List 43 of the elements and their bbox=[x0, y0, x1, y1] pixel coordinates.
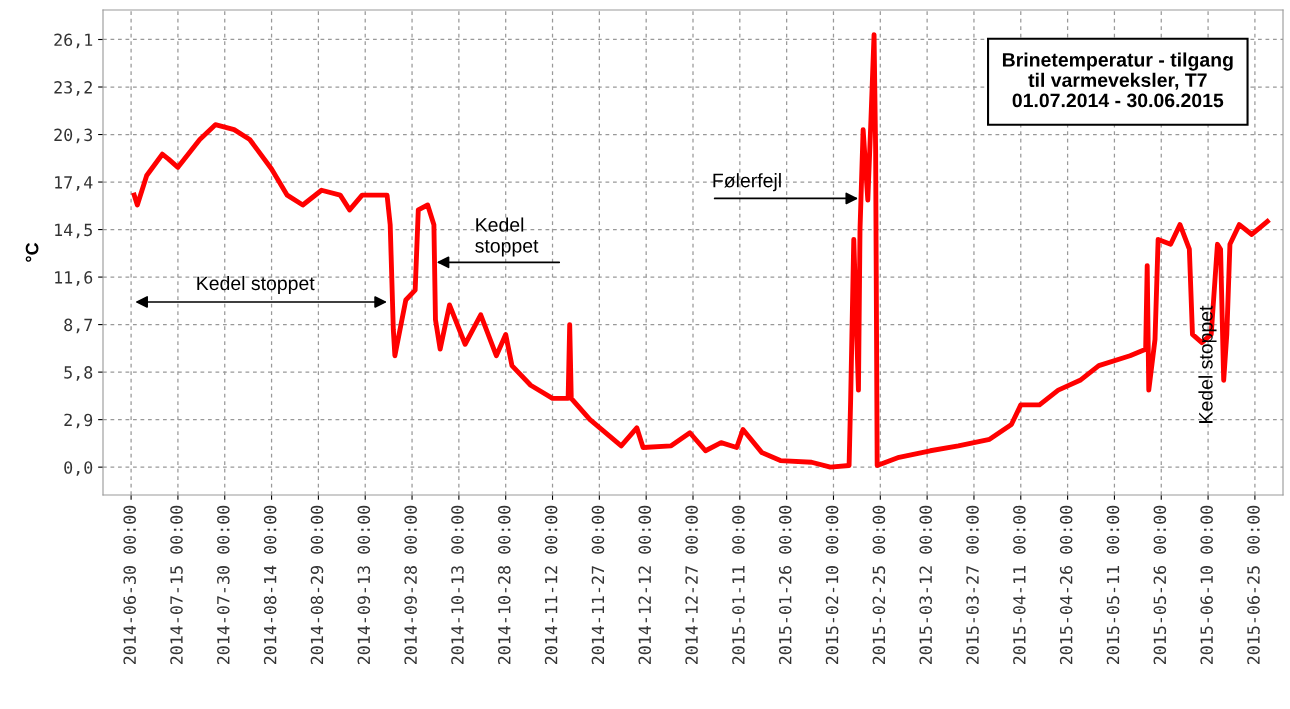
x-tick-label: 2015-04-11 00:00 bbox=[1013, 505, 1026, 665]
x-tick-label: 2014-12-12 00:00 bbox=[638, 505, 652, 665]
x-tick-label: 2014-10-13 00:00 bbox=[451, 505, 464, 665]
y-tick-label: 5,8 bbox=[64, 366, 93, 381]
y-tick-label: 26,1 bbox=[54, 33, 93, 49]
y-tick-label: 2,9 bbox=[64, 413, 93, 429]
x-tick-label: 2014-11-12 00:00 bbox=[544, 505, 558, 665]
text: 01.07.2014 - 30.06.2015 bbox=[1012, 93, 1224, 108]
x-tick-label: 2015-01-26 00:00 bbox=[778, 505, 792, 665]
y-axis-title: °C bbox=[25, 242, 39, 262]
x-tick-label: 2014-07-30 00:00 bbox=[217, 505, 230, 665]
x-tick-label: 2014-06-30 00:00 bbox=[123, 505, 136, 665]
annotation: Kedel stoppet bbox=[1198, 305, 1217, 423]
x-tick-label: 2014-10-28 00:00 bbox=[497, 505, 511, 665]
annotation: Følerfejl bbox=[713, 173, 781, 192]
y-tick-label: 11,6 bbox=[55, 271, 93, 286]
y-tick-label: 8,7 bbox=[64, 318, 93, 334]
x-tick-label: 2015-03-27 00:00 bbox=[966, 505, 979, 665]
y-tick-label: 17,4 bbox=[55, 176, 93, 191]
x-tick-label: 2014-09-13 00:00 bbox=[357, 505, 371, 665]
x-tick-label: 2015-06-25 00:00 bbox=[1247, 505, 1260, 665]
y-tick-label: 14,5 bbox=[55, 223, 92, 239]
x-tick-label: 2015-02-10 00:00 bbox=[825, 505, 839, 665]
y-tick-label: 20,3 bbox=[54, 128, 93, 144]
x-tick-label: 2014-11-27 00:00 bbox=[591, 505, 605, 665]
x-tick-label: 2015-04-26 00:00 bbox=[1059, 505, 1073, 665]
x-tick-label: 2015-02-25 00:00 bbox=[872, 505, 886, 665]
x-tick-label: 2014-09-28 00:00 bbox=[404, 505, 417, 665]
x-tick-label: 2015-05-11 00:00 bbox=[1106, 505, 1120, 665]
y-tick-label: 0,0 bbox=[64, 461, 93, 476]
x-tick-label: 2015-05-26 00:00 bbox=[1153, 505, 1167, 665]
x-tick-label: 2014-08-14 00:00 bbox=[263, 505, 277, 665]
x-tick-label: 2015-03-12 00:00 bbox=[919, 505, 933, 665]
line-series bbox=[131, 32, 1270, 470]
text: Brinetemperatur - tilgang til varmeveksler, T7 bbox=[1002, 52, 1233, 90]
x-tick-label: 2015-06-10 00:00 bbox=[1200, 505, 1213, 665]
annotation: Kedel stoppet bbox=[197, 275, 315, 295]
y-tick-label: 23,2 bbox=[54, 81, 92, 96]
x-tick-label: 2014-12-27 00:00 bbox=[685, 505, 698, 665]
x-tick-label: 2014-07-15 00:00 bbox=[170, 505, 183, 665]
x-tick-label: 2014-08-29 00:00 bbox=[310, 505, 324, 665]
x-tick-label: 2015-01-11 00:00 bbox=[732, 505, 745, 665]
annotation: Kedel stoppet bbox=[475, 217, 539, 257]
